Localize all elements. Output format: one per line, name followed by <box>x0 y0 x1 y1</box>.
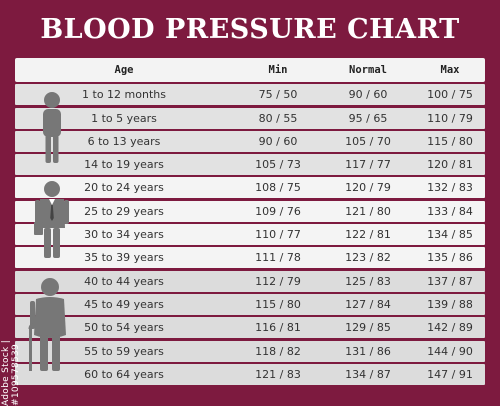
normal-cell: 117 / 77 <box>345 158 391 172</box>
table-row: 30 to 34 years 110 / 77 122 / 81 134 / 85 <box>15 224 485 246</box>
min-cell: 111 / 78 <box>255 251 301 265</box>
age-cell: 35 to 39 years <box>84 251 164 265</box>
table-row: 55 to 59 years 118 / 82 131 / 86 144 / 90 <box>15 340 485 362</box>
max-cell: 137 / 87 <box>427 274 473 288</box>
table-row: 6 to 13 years 90 / 60 105 / 70 115 / 80 <box>15 130 485 152</box>
min-cell: 112 / 79 <box>255 274 301 288</box>
max-cell: 133 / 84 <box>427 204 473 218</box>
normal-cell: 134 / 87 <box>345 367 391 381</box>
max-cell: 115 / 80 <box>427 134 473 148</box>
min-cell: 108 / 75 <box>255 181 301 195</box>
table-row: 20 to 24 years 108 / 75 120 / 79 132 / 83 <box>15 177 485 199</box>
min-cell: 105 / 73 <box>255 158 301 172</box>
age-cell: 55 to 59 years <box>84 344 164 358</box>
chart-title: BLOOD PRESSURE CHART <box>40 14 460 45</box>
normal-cell: 123 / 82 <box>345 251 391 265</box>
age-cell: 1 to 5 years <box>91 111 157 125</box>
header-min: Min <box>268 64 288 76</box>
table-row: 50 to 54 years 116 / 81 129 / 85 142 / 89 <box>15 317 485 339</box>
max-cell: 144 / 90 <box>427 344 473 358</box>
min-cell: 118 / 82 <box>255 344 301 358</box>
age-cell: 40 to 44 years <box>84 274 164 288</box>
normal-cell: 131 / 86 <box>345 344 391 358</box>
min-cell: 110 / 77 <box>255 228 301 242</box>
normal-cell: 120 / 79 <box>345 181 391 195</box>
age-cell: 1 to 12 months <box>82 88 166 102</box>
stock-id-label: Adobe Stock | #109578539 <box>1 339 21 406</box>
normal-cell: 121 / 80 <box>345 204 391 218</box>
normal-cell: 129 / 85 <box>345 321 391 335</box>
min-cell: 109 / 76 <box>255 204 301 218</box>
header-max: Max <box>440 64 460 76</box>
header-age: Age <box>114 64 134 76</box>
table-row: 14 to 19 years 105 / 73 117 / 77 120 / 81 <box>15 154 485 176</box>
blood-pressure-table: Age Min Normal Max 1 to 12 months 75 / 50… <box>15 58 485 385</box>
normal-cell: 127 / 84 <box>345 297 391 311</box>
table-row: 1 to 12 months 75 / 50 90 / 60 100 / 75 <box>15 84 485 106</box>
max-cell: 132 / 83 <box>427 181 473 195</box>
table-row: 1 to 5 years 80 / 55 95 / 65 110 / 79 <box>15 107 485 129</box>
min-cell: 116 / 81 <box>255 321 301 335</box>
normal-cell: 122 / 81 <box>345 228 391 242</box>
normal-cell: 90 / 60 <box>348 88 388 102</box>
age-cell: 20 to 24 years <box>84 181 164 195</box>
normal-cell: 105 / 70 <box>345 134 391 148</box>
header-normal: Normal <box>349 64 387 76</box>
elderly-man-with-cane-icon <box>28 278 66 371</box>
min-cell: 80 / 55 <box>258 111 298 125</box>
max-cell: 120 / 81 <box>427 158 473 172</box>
age-cell: 50 to 54 years <box>84 321 164 335</box>
max-cell: 147 / 91 <box>427 367 473 381</box>
table-row: 40 to 44 years 112 / 79 125 / 83 137 / 87 <box>15 270 485 292</box>
age-cell: 6 to 13 years <box>87 134 161 148</box>
max-cell: 134 / 85 <box>427 228 473 242</box>
table-header: Age Min Normal Max <box>15 58 485 82</box>
age-cell: 14 to 19 years <box>84 158 164 172</box>
normal-cell: 125 / 83 <box>345 274 391 288</box>
businessman-icon <box>34 181 69 258</box>
age-cell: 30 to 34 years <box>84 228 164 242</box>
min-cell: 121 / 83 <box>255 367 301 381</box>
min-cell: 115 / 80 <box>255 297 301 311</box>
age-cell: 45 to 49 years <box>84 297 164 311</box>
age-cell: 60 to 64 years <box>84 367 164 381</box>
table-row: 45 to 49 years 115 / 80 127 / 84 139 / 88 <box>15 293 485 315</box>
table-row: 25 to 29 years 109 / 76 121 / 80 133 / 84 <box>15 200 485 222</box>
child-icon <box>43 92 61 163</box>
normal-cell: 95 / 65 <box>348 111 388 125</box>
table-row: 60 to 64 years 121 / 83 134 / 87 147 / 91 <box>15 363 485 385</box>
table-row: 35 to 39 years 111 / 78 123 / 82 135 / 86 <box>15 247 485 269</box>
age-cell: 25 to 29 years <box>84 204 164 218</box>
max-cell: 110 / 79 <box>427 111 473 125</box>
max-cell: 100 / 75 <box>427 88 473 102</box>
min-cell: 90 / 60 <box>258 134 298 148</box>
max-cell: 135 / 86 <box>427 251 473 265</box>
max-cell: 139 / 88 <box>427 297 473 311</box>
max-cell: 142 / 89 <box>427 321 473 335</box>
table-body: 1 to 12 months 75 / 50 90 / 60 100 / 75 1 to… <box>15 84 485 385</box>
min-cell: 75 / 50 <box>258 88 298 102</box>
